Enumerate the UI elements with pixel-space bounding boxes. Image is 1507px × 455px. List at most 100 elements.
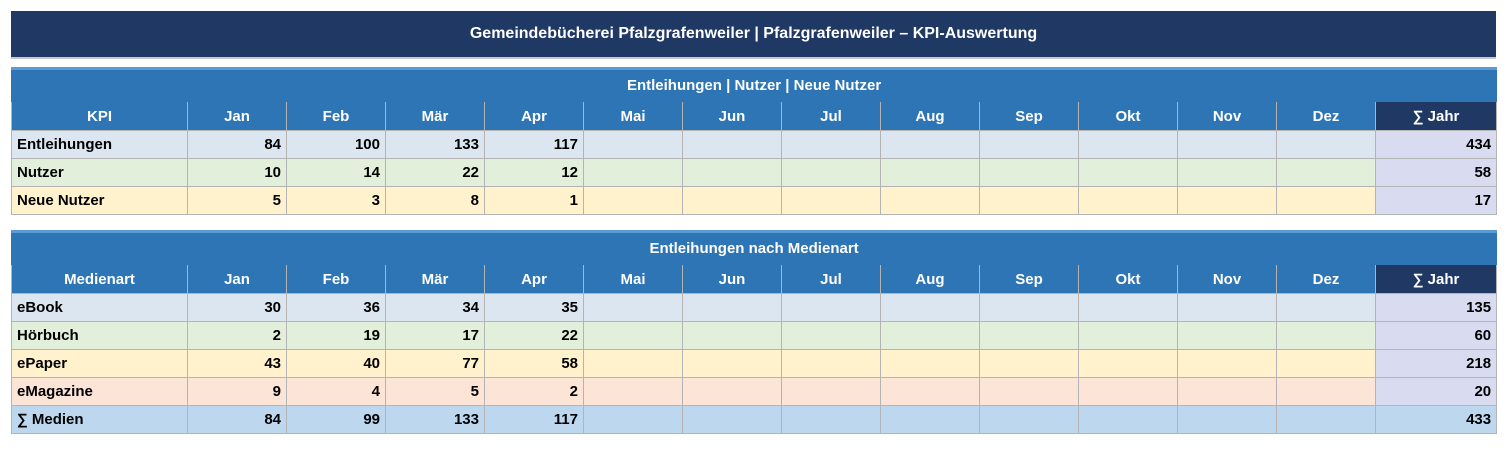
column-header-month: Jul: [781, 101, 881, 131]
month-value-cell: [682, 186, 782, 215]
month-value-cell: [1177, 321, 1277, 350]
table-row: Entleihungen 84 100 133 117 434: [11, 130, 1498, 159]
media-table-header-row: Medienart Jan Feb Mär Apr Mai Jun Jul Aug Sep Okt N…: [11, 264, 1498, 294]
month-value-cell: 84: [187, 130, 287, 159]
table-row: Hörbuch 2 19 17 22 60: [11, 321, 1498, 350]
month-value-cell: [1078, 130, 1178, 159]
year-total-cell: 433: [1374, 405, 1498, 434]
month-value-cell: [682, 405, 782, 434]
month-value-cell: [979, 293, 1079, 322]
month-value-cell: 43: [187, 349, 287, 378]
month-value-cell: [979, 130, 1079, 159]
table-row: eMagazine 9 4 5 2 20: [11, 377, 1498, 406]
column-header-month: Okt: [1078, 264, 1178, 294]
month-value-cell: 10: [187, 158, 287, 187]
year-total-cell: 58: [1374, 158, 1498, 187]
table-row: ePaper 43 40 77 58 218: [11, 349, 1498, 378]
column-header-month: Jun: [682, 264, 782, 294]
media-table-title: Entleihungen nach Medienart: [10, 230, 1498, 265]
report-title: Gemeindebücherei Pfalzgrafenweiler | Pfa…: [469, 25, 1038, 42]
column-header-year-total: ∑ Jahr: [1374, 101, 1498, 131]
month-value-cell: 117: [484, 130, 584, 159]
column-header-month: Mär: [385, 264, 485, 294]
month-value-cell: 133: [385, 130, 485, 159]
month-value-cell: [682, 377, 782, 406]
column-header-year-total: ∑ Jahr: [1374, 264, 1498, 294]
month-value-cell: [1177, 293, 1277, 322]
column-header-month: Dez: [1276, 264, 1376, 294]
month-value-cell: [1078, 293, 1178, 322]
month-value-cell: [979, 321, 1079, 350]
year-total-cell: 20: [1374, 377, 1498, 406]
column-header-month: Sep: [979, 264, 1079, 294]
month-value-cell: 100: [286, 130, 386, 159]
month-value-cell: [583, 405, 683, 434]
row-label: eBook: [11, 293, 188, 322]
month-value-cell: 117: [484, 405, 584, 434]
column-header-month: Dez: [1276, 101, 1376, 131]
month-value-cell: 77: [385, 349, 485, 378]
report-title-banner: Gemeindebücherei Pfalzgrafenweiler | Pfa…: [11, 11, 1496, 59]
month-value-cell: 35: [484, 293, 584, 322]
month-value-cell: [1078, 349, 1178, 378]
month-value-cell: [979, 349, 1079, 378]
month-value-cell: [583, 293, 683, 322]
month-value-cell: [1078, 158, 1178, 187]
month-value-cell: 19: [286, 321, 386, 350]
table-row: ∑ Medien 84 99 133 117 433: [11, 405, 1498, 434]
month-value-cell: [1078, 405, 1178, 434]
column-header-month: Jun: [682, 101, 782, 131]
table-row: Nutzer 10 14 22 12 58: [11, 158, 1498, 187]
month-value-cell: [781, 321, 881, 350]
month-value-cell: [781, 293, 881, 322]
month-value-cell: 1: [484, 186, 584, 215]
month-value-cell: [880, 158, 980, 187]
month-value-cell: [781, 186, 881, 215]
month-value-cell: [781, 377, 881, 406]
month-value-cell: [682, 158, 782, 187]
media-table: Entleihungen nach Medienart Medienart Jan…: [10, 230, 1498, 434]
month-value-cell: [1177, 130, 1277, 159]
month-value-cell: [583, 349, 683, 378]
month-value-cell: 36: [286, 293, 386, 322]
kpi-table-title: Entleihungen | Nutzer | Neue Nutzer: [10, 67, 1498, 102]
month-value-cell: [682, 130, 782, 159]
month-value-cell: [979, 186, 1079, 215]
row-label: Entleihungen: [11, 130, 188, 159]
column-header-label: KPI: [11, 101, 188, 131]
month-value-cell: 9: [187, 377, 287, 406]
kpi-table-header-row: KPI Jan Feb Mär Apr Mai Jun Jul Aug Sep Okt Nov Dez ∑…: [11, 101, 1498, 131]
column-header-month: Mai: [583, 264, 683, 294]
month-value-cell: [583, 158, 683, 187]
month-value-cell: [682, 321, 782, 350]
month-value-cell: [880, 186, 980, 215]
year-total-cell: 17: [1374, 186, 1498, 215]
column-header-month: Sep: [979, 101, 1079, 131]
month-value-cell: [682, 349, 782, 378]
year-total-cell: 434: [1374, 130, 1498, 159]
month-value-cell: 5: [385, 377, 485, 406]
month-value-cell: [1177, 405, 1277, 434]
month-value-cell: [1276, 377, 1376, 406]
month-value-cell: [781, 130, 881, 159]
column-header-month: Mär: [385, 101, 485, 131]
column-header-month: Aug: [880, 101, 980, 131]
column-header-month: Mai: [583, 101, 683, 131]
month-value-cell: [1078, 186, 1178, 215]
column-header-month: Jul: [781, 264, 881, 294]
month-value-cell: [781, 405, 881, 434]
column-header-month: Nov: [1177, 101, 1277, 131]
month-value-cell: 34: [385, 293, 485, 322]
column-header-month: Okt: [1078, 101, 1178, 131]
month-value-cell: [1078, 321, 1178, 350]
column-header-month: Nov: [1177, 264, 1277, 294]
month-value-cell: 58: [484, 349, 584, 378]
month-value-cell: [1078, 377, 1178, 406]
month-value-cell: [1276, 293, 1376, 322]
row-label: Nutzer: [11, 158, 188, 187]
month-value-cell: 133: [385, 405, 485, 434]
month-value-cell: [880, 405, 980, 434]
month-value-cell: 17: [385, 321, 485, 350]
column-header-month: Apr: [484, 264, 584, 294]
month-value-cell: 2: [484, 377, 584, 406]
